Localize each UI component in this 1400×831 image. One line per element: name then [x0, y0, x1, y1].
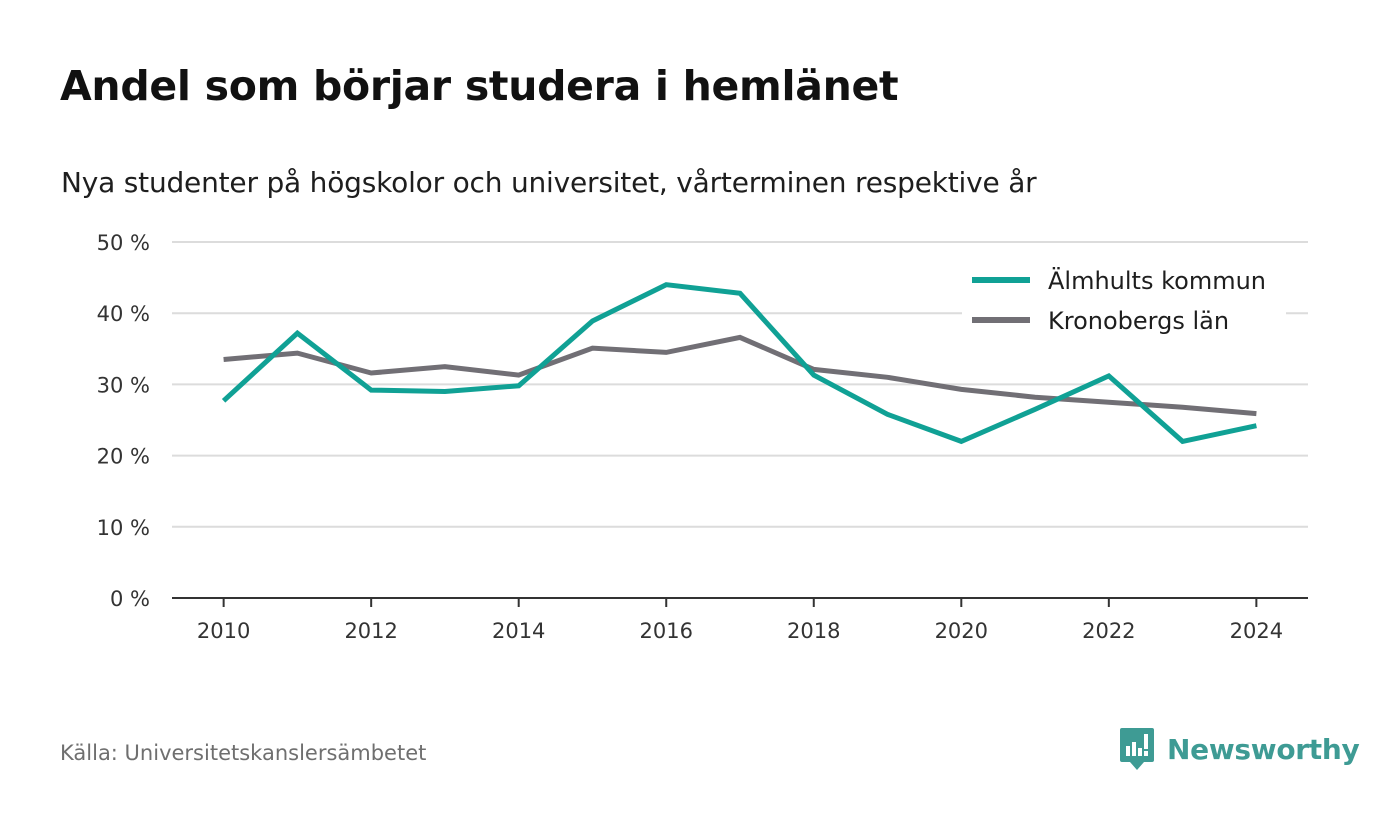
y-tick-label: 40 %: [97, 302, 150, 326]
y-tick-label: 10 %: [97, 516, 150, 540]
y-tick-label: 20 %: [97, 445, 150, 469]
chart-title: Andel som börjar studera i hemlänet: [60, 62, 899, 110]
series-line-1: [223, 334, 1257, 417]
y-axis-ticks: 0 % 10 % 20 % 30 % 40 % 50 %: [97, 231, 150, 611]
y-tick-label: 0 %: [110, 587, 150, 611]
x-tick-label: 2014: [492, 619, 545, 643]
x-axis-ticks: 2010 2012 2014 2016 2018 2020 2022 2024: [197, 598, 1283, 643]
x-tick-label: 2018: [787, 619, 840, 643]
legend-label: Kronobergs län: [1048, 307, 1229, 335]
x-tick-label: 2022: [1082, 619, 1135, 643]
y-tick-label: 50 %: [97, 231, 150, 255]
series-lines: [221, 282, 1257, 445]
x-tick-label: 2010: [197, 619, 250, 643]
legend-label: Älmhults kommun: [1048, 266, 1266, 295]
y-tick-label: 30 %: [97, 373, 150, 397]
source-note: Källa: Universitetskanslersämbetet: [60, 741, 427, 765]
legend-background: [962, 262, 1286, 342]
brand-logo: Newsworthy: [1119, 726, 1360, 772]
newsworthy-logo-icon: [1120, 728, 1154, 770]
brand-name: Newsworthy: [1167, 732, 1360, 766]
x-tick-label: 2016: [640, 619, 693, 643]
x-tick-label: 2024: [1230, 619, 1283, 643]
x-tick-label: 2012: [344, 619, 397, 643]
legend: Älmhults kommun Kronobergs län: [962, 262, 1286, 342]
chart-subtitle: Nya studenter på högskolor och universit…: [61, 166, 1037, 199]
x-tick-label: 2020: [935, 619, 988, 643]
series-line-0: [221, 282, 1257, 445]
